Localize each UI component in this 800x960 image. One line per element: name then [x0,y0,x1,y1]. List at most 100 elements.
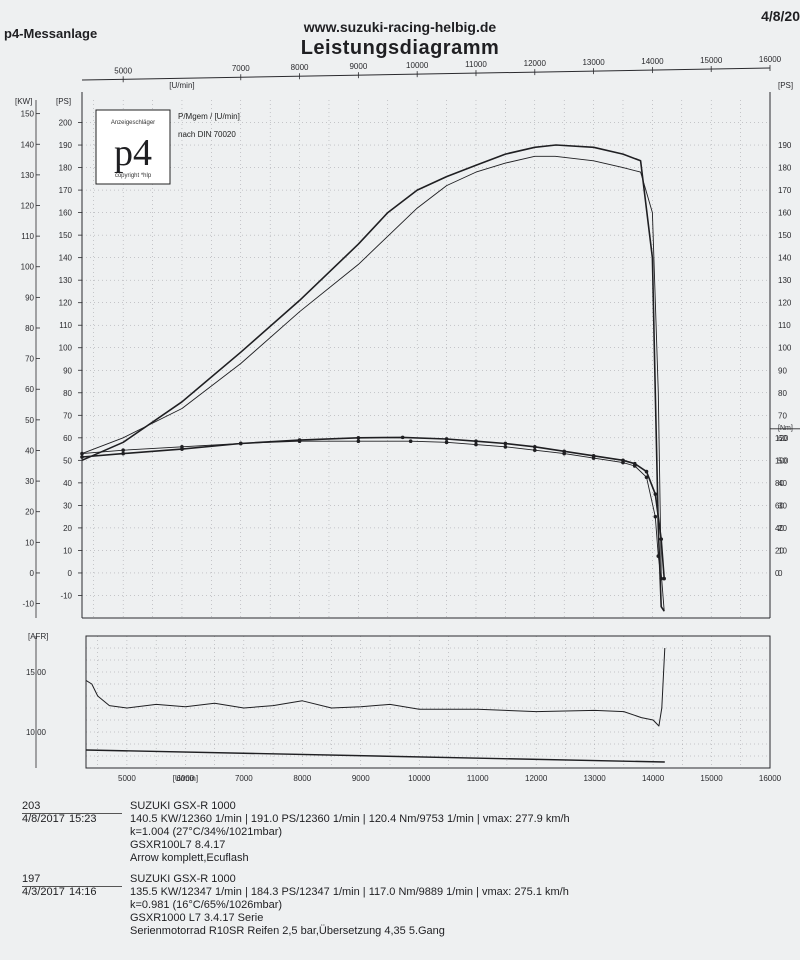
torque-point-197 [653,514,658,519]
afr-x-tick-label: 9000 [352,774,370,783]
torque-point-203 [121,451,125,456]
rpm-top-tick-label: 11000 [465,60,487,69]
run-id: 203 [22,800,41,812]
ps-right-tick-label: 140 [778,254,792,263]
run-vehicle: SUZUKI GSX-R 1000 [130,800,236,812]
afr-x-tick-label: 6000 [176,774,194,783]
ps-tick-label: 30 [63,501,72,510]
rpm-top-tick-label: 14000 [641,57,664,66]
afr-axes [35,635,771,769]
measurement-system-label: p4-Messanlage [4,26,98,41]
series-line-torque_nm-197 [81,440,662,579]
run-results: 135.5 KW/12347 1/min | 184.3 PS/12347 1/… [130,886,569,898]
nm-axis-label: [Nm] [778,425,793,432]
afr-x-tick-label: 15000 [700,774,723,783]
ps-tick-label: 100 [59,344,73,353]
main-grid [82,100,771,618]
torque-point-203 [662,576,666,581]
run-divider [22,886,122,887]
kw-tick-label: 60 [25,385,34,394]
kw-tick-label: 40 [25,446,34,455]
power-torque-chart: -100102030405060708090100110120130140150… [15,55,800,619]
torque-point-197 [562,451,566,456]
torque-point-197 [644,475,649,480]
kw-tick-label: -10 [22,600,34,609]
rpm-top-tick-label: 9000 [349,62,367,71]
afr-x-tick-label: 14000 [642,774,665,783]
rpm-top-axis-label: [U/min] [169,81,194,90]
torque-point-197 [444,440,449,445]
ps-right-tick-label: 110 [778,321,791,330]
kw-tick-label: 130 [21,171,35,180]
torque-point-197 [356,439,361,444]
ps-right-tick-label: 120 [778,299,792,308]
ps-tick-label: 10 [63,546,72,555]
ps-tick-label: 80 [63,389,72,398]
nm-tick-label: 100 [775,456,789,465]
kw-tick-label: 140 [21,140,35,149]
top-rpm-axis-line [81,67,771,81]
torque-point-203 [474,439,478,444]
kw-tick-label: 0 [30,569,35,578]
kw-tick-label: 70 [25,355,34,364]
main-tick-labels: -100102030405060708090100110120130140150… [15,55,793,609]
afr-x-tick-label: 8000 [293,774,311,783]
run-date: 4/8/2017 [22,813,65,825]
rpm-top-tick-label: 10000 [406,61,429,70]
legend-line-1: P/Mgem / [U/min] [178,112,240,121]
torque-point-197 [238,441,243,446]
rpm-top-tick-label: 15000 [700,56,723,65]
ps-right-tick-label: 90 [778,366,787,375]
afr-grid [86,636,771,768]
logo-bottom-text: copyright *hlp [115,173,152,179]
logo-box: Anzeigeschläger p4 copyright *hlp [95,109,171,185]
ps-right-tick-label: 170 [778,186,792,195]
afr-chart: 10.00 15.00 [AFR] 5000 6000 7000 8000 9000 10000… [26,632,782,783]
kw-tick-label: 100 [21,263,35,272]
ps-tick-label: 50 [63,456,72,465]
torque-point-203 [80,455,84,459]
series-line-torque_nm-203 [81,436,665,579]
kw-tick-label: 120 [21,202,35,211]
torque-point-197 [408,439,413,444]
logo-mark: p4 [114,132,152,174]
kw-tick-label: 10 [25,538,34,547]
torque-point-197 [180,445,184,449]
kw-tick-label: 30 [25,477,34,486]
kw-axis-label: [KW] [15,97,32,106]
series-line-power_ps-197 [81,155,665,612]
ps-tick-label: 70 [63,411,72,420]
main-series [80,144,666,612]
torque-point-197 [532,448,537,453]
page-title: Leistungsdiagramm [300,37,500,59]
rpm-top-tick-label: 13000 [582,58,605,67]
ps-tick-label: 110 [59,321,72,330]
afr-x-tick-label: 5000 [118,774,136,783]
kw-tick-label: 90 [25,293,34,302]
ps-tick-label: 0 [68,569,73,578]
logo-top-text: Anzeigeschläger [111,120,155,126]
afr-x-tick-label: 12000 [525,774,548,783]
afr-x-axis-label: [U/min] [173,774,198,783]
torque-point-203 [503,441,508,446]
run-id: 197 [22,873,41,885]
ps-tick-label: 150 [59,231,73,240]
torque-point-197 [659,576,664,581]
kw-tick-label: 80 [25,324,34,333]
afr-x-tick-label: 11000 [467,774,489,783]
torque-point-197 [503,445,508,449]
run-file: GSXR1000 L7 3.4.17 Serie [130,912,264,924]
run-time: 14:16 [69,886,97,898]
ps-tick-label: 40 [63,479,72,488]
torque-point-197 [591,456,596,460]
afr-plot-frame [85,635,771,769]
kw-tick-label: 50 [25,416,34,425]
torque-point-197 [121,448,125,453]
torque-point-197 [80,451,84,456]
series-line-power_ps-203 [81,144,665,612]
afr-series-line-1 [85,749,665,763]
torque-point-203 [532,445,537,449]
rpm-top-tick-label: 5000 [114,66,132,75]
torque-point-203 [653,492,658,496]
ps-right-tick-label: 130 [778,276,792,285]
